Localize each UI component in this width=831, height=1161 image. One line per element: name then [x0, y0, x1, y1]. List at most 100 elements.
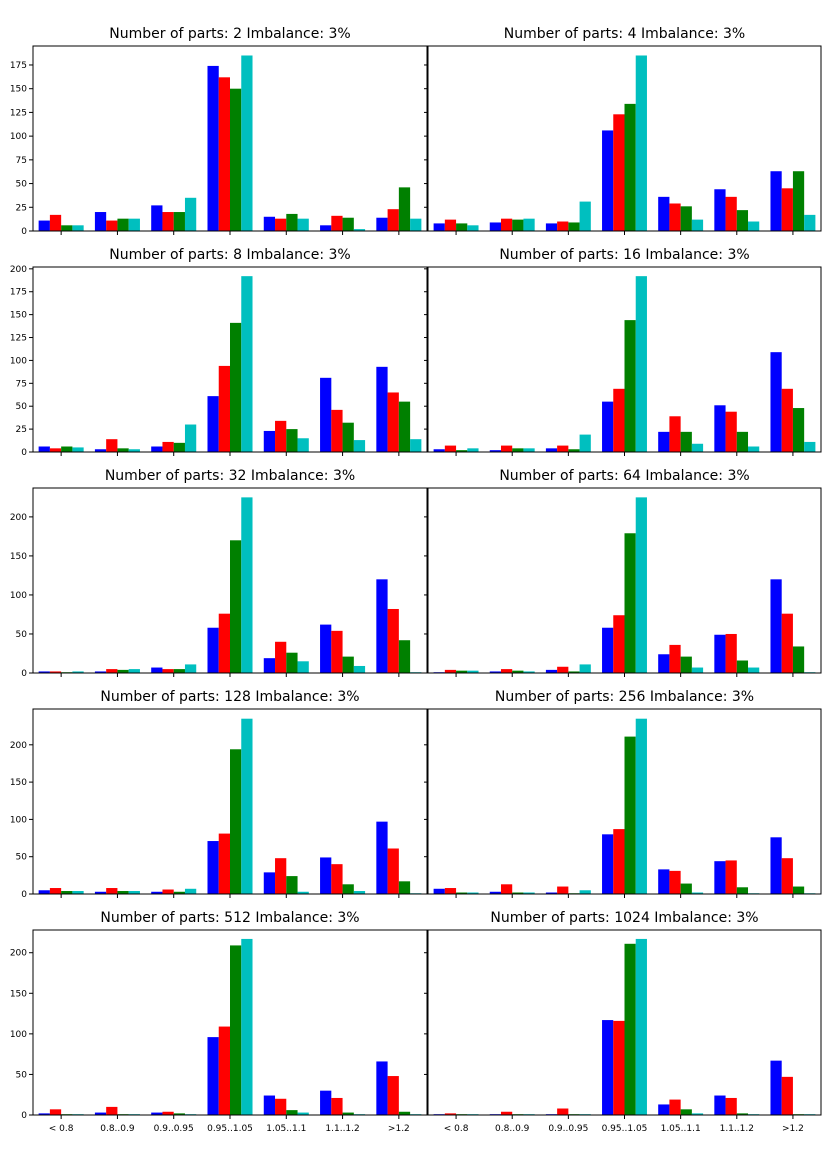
bar — [184, 197, 197, 231]
y-tick-label: 150 — [10, 311, 27, 321]
bar — [331, 409, 343, 452]
x-tick-label: 0.95..1.05 — [602, 1124, 648, 1134]
bar — [106, 220, 118, 231]
panel-title: Number of parts: 64 Imbalance: 3% — [499, 468, 749, 484]
bar — [106, 439, 118, 452]
bar — [691, 892, 704, 894]
bar — [748, 446, 760, 452]
bar — [72, 891, 84, 894]
bar — [275, 218, 287, 231]
bar — [342, 656, 354, 673]
bar — [275, 1098, 287, 1115]
bar — [781, 388, 793, 452]
bar — [680, 206, 692, 231]
bar — [275, 641, 287, 673]
bar — [658, 431, 670, 452]
panel-title: Number of parts: 128 Imbalance: 3% — [100, 689, 359, 705]
bar — [353, 665, 366, 673]
x-tick-label: < 0.8 — [444, 1124, 469, 1134]
bar — [94, 1112, 107, 1115]
bar — [602, 401, 614, 452]
bar — [398, 640, 411, 673]
bar — [635, 55, 647, 231]
bar — [568, 449, 580, 452]
bar — [230, 945, 242, 1115]
bar — [545, 223, 558, 231]
bar — [38, 446, 50, 452]
bar — [398, 881, 411, 894]
bar — [151, 891, 163, 894]
bar — [635, 938, 647, 1115]
bar — [680, 656, 692, 673]
bar — [207, 65, 219, 231]
bar — [500, 884, 513, 894]
y-tick-label: 75 — [16, 156, 27, 166]
bar — [297, 661, 309, 673]
panel-title: Number of parts: 4 Imbalance: 3% — [504, 26, 745, 42]
bar — [624, 943, 636, 1115]
bar — [613, 829, 625, 894]
bar — [49, 448, 62, 452]
bar — [218, 77, 230, 231]
bar — [410, 218, 422, 231]
bar — [410, 439, 422, 452]
y-tick-label: 50 — [16, 630, 28, 640]
bar — [117, 218, 129, 231]
bar — [286, 213, 298, 231]
bar — [353, 891, 366, 894]
bar — [557, 886, 569, 894]
bar — [94, 671, 107, 673]
bar — [61, 891, 73, 894]
bar — [128, 669, 140, 673]
bar — [624, 103, 636, 231]
x-tick-label: 0.8..0.9 — [495, 1124, 530, 1134]
bar — [714, 861, 726, 894]
bar — [241, 497, 253, 673]
bar — [523, 448, 535, 452]
bar — [218, 613, 230, 673]
bar — [624, 533, 636, 673]
bar — [635, 276, 647, 452]
bar — [173, 442, 185, 452]
bar — [162, 669, 174, 673]
y-tick-label: 0 — [21, 1111, 27, 1121]
histogram-panel: Number of parts: 32 Imbalance: 3% 0 50 100 1… — [10, 468, 428, 679]
bar — [275, 420, 287, 452]
bar — [557, 445, 569, 452]
bar — [467, 670, 479, 673]
panel-title: Number of parts: 512 Imbalance: 3% — [100, 910, 359, 926]
bar — [72, 447, 84, 452]
y-tick-label: 100 — [10, 1030, 27, 1040]
panel-title: Number of parts: 32 Imbalance: 3% — [105, 468, 355, 484]
bar — [297, 438, 309, 452]
histogram-panel: Number of parts: 16 Imbalance: 3% — [424, 247, 822, 456]
bar — [691, 667, 704, 673]
bar — [669, 870, 681, 895]
bar — [669, 203, 681, 231]
bar — [489, 671, 501, 673]
bar — [320, 225, 332, 231]
panel-title: Number of parts: 256 Imbalance: 3% — [495, 689, 754, 705]
bar — [691, 1113, 704, 1115]
bar — [241, 55, 253, 231]
x-tick-label: 0.9..0.95 — [548, 1124, 588, 1134]
bar — [748, 667, 760, 673]
x-tick-label: 0.9..0.95 — [154, 1124, 194, 1134]
histogram-panel: Number of parts: 1024 Imbalance: 3% < 0.8… — [424, 910, 822, 1134]
bar — [263, 658, 276, 673]
bar — [736, 660, 749, 673]
bar — [342, 1112, 354, 1115]
bar — [297, 218, 309, 231]
bar — [613, 388, 625, 452]
bar — [467, 892, 479, 894]
y-tick-label: 200 — [10, 265, 27, 275]
y-tick-label: 100 — [10, 132, 27, 142]
bar — [218, 833, 230, 894]
bar — [725, 633, 737, 673]
bar — [38, 1113, 50, 1115]
panel-title: Number of parts: 16 Imbalance: 3% — [499, 247, 749, 263]
bar — [579, 201, 591, 231]
x-tick-label: 1.1..1.2 — [325, 1124, 359, 1134]
bar — [184, 664, 197, 673]
